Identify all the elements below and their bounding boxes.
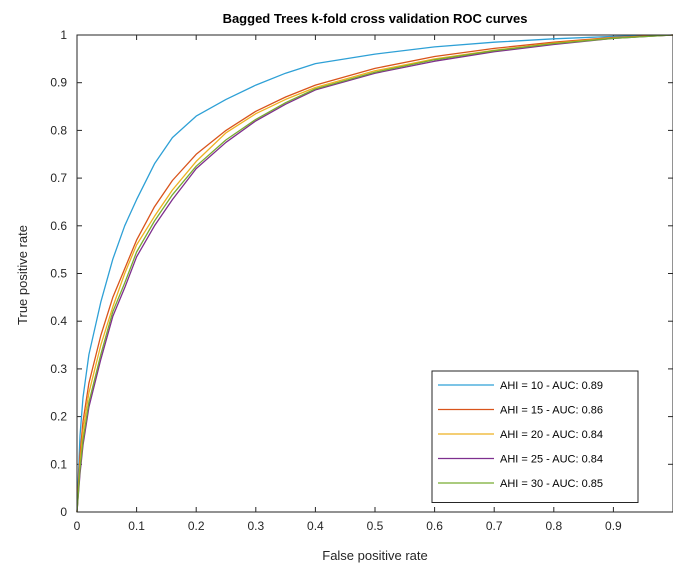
roc-curve-line <box>76 34 673 513</box>
roc-curve-line <box>76 34 673 513</box>
y-tick-label: 0 <box>60 505 67 519</box>
legend-label: AHI = 20 - AUC: 0.84 <box>500 429 603 441</box>
y-tick-label: 0.1 <box>50 457 67 471</box>
y-tick-label: 0.7 <box>50 171 67 185</box>
roc-curve-line <box>76 34 673 513</box>
x-tick-label: 0.3 <box>247 519 264 533</box>
axes-frame <box>76 34 673 513</box>
y-tick-label: 0.6 <box>50 219 67 233</box>
legend-label: AHI = 30 - AUC: 0.85 <box>500 478 603 490</box>
x-tick-label: 0 <box>74 519 81 533</box>
y-axis-label: True positive rate <box>15 225 30 325</box>
x-tick-label: 0.2 <box>188 519 205 533</box>
y-tick-label: 0.5 <box>50 267 67 281</box>
x-tick-label: 0.6 <box>426 519 443 533</box>
chart-title: Bagged Trees k-fold cross validation ROC… <box>223 11 528 26</box>
legend-label: AHI = 15 - AUC: 0.86 <box>500 405 603 417</box>
roc-curve-line <box>76 34 673 513</box>
x-tick-label: 0.1 <box>128 519 145 533</box>
x-tick-label: 0.5 <box>367 519 384 533</box>
x-tick-label: 0.7 <box>486 519 503 533</box>
x-tick-label: 0.4 <box>307 519 324 533</box>
x-tick-label: 0.8 <box>545 519 562 533</box>
y-tick-label: 0.4 <box>50 314 67 328</box>
legend-label: AHI = 25 - AUC: 0.84 <box>500 454 603 466</box>
plot-area: 0 0.1 0.2 0.3 0.4 0.5 0.6 0.7 0.8 0.9 0 0.1 0.2 0.3 0.… <box>50 28 673 533</box>
legend-label: AHI = 10 - AUC: 0.89 <box>500 380 603 392</box>
y-tick-label: 0.9 <box>50 76 67 90</box>
y-tick-label: 0.2 <box>50 410 67 424</box>
y-tick-label: 0.8 <box>50 123 67 137</box>
y-tick-label: 1 <box>60 28 67 42</box>
x-axis-label: False positive rate <box>322 548 428 563</box>
legend-box <box>431 370 639 503</box>
legend: AHI = 10 - AUC: 0.89 AHI = 15 - AUC: 0.86… <box>431 370 639 503</box>
x-tick-label: 0.9 <box>605 519 622 533</box>
y-tick-label: 0.3 <box>50 362 67 376</box>
